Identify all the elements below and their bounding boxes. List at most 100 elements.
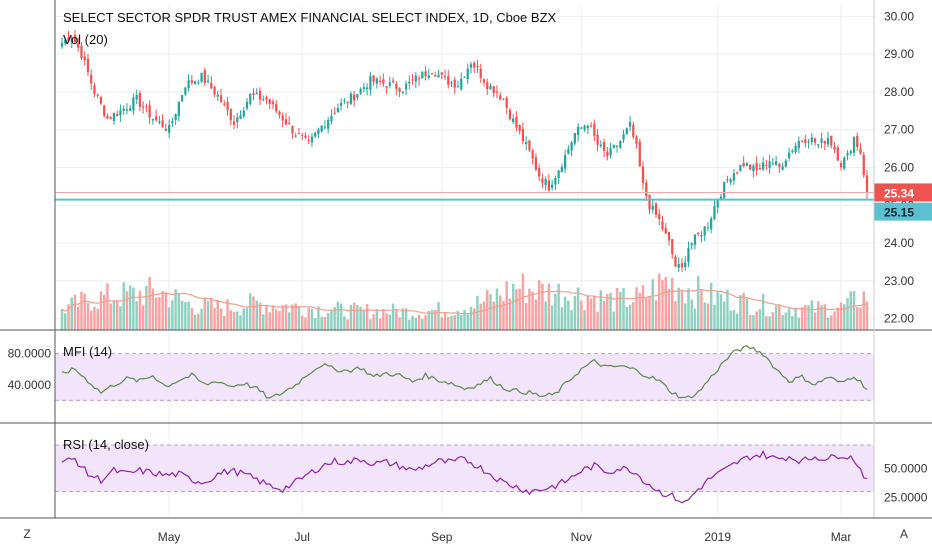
candle-body bbox=[291, 125, 294, 134]
candle-body bbox=[216, 94, 219, 97]
zoom-button[interactable]: Z bbox=[23, 527, 31, 541]
candle-body bbox=[424, 71, 427, 77]
candle-body bbox=[752, 165, 755, 172]
candle-body bbox=[372, 75, 375, 82]
volume-bar bbox=[781, 315, 784, 330]
candle-body bbox=[563, 155, 567, 169]
volume-bar bbox=[372, 314, 375, 330]
candle-body bbox=[599, 144, 602, 147]
volume-bar bbox=[265, 305, 268, 330]
volume-bar bbox=[395, 309, 398, 330]
volume-bar bbox=[495, 288, 499, 330]
candle-body bbox=[304, 135, 307, 138]
candle-body bbox=[518, 125, 521, 132]
candle-body bbox=[80, 45, 83, 59]
volume-bar bbox=[135, 301, 138, 330]
volume-bar bbox=[683, 303, 687, 330]
volume-bar bbox=[60, 309, 64, 330]
candle-body bbox=[813, 138, 817, 143]
volume-bar bbox=[778, 304, 781, 330]
volume-bar bbox=[346, 319, 349, 330]
candle-body bbox=[187, 80, 190, 89]
candle-body bbox=[430, 73, 434, 75]
price-tick-label: 24.00 bbox=[884, 236, 914, 250]
candle-body bbox=[142, 106, 145, 108]
candle-body bbox=[622, 134, 625, 140]
volume-bar bbox=[317, 306, 320, 330]
volume-bar bbox=[200, 308, 203, 330]
candle-body bbox=[797, 140, 800, 149]
volume-bar bbox=[813, 312, 817, 330]
volume-bar bbox=[787, 308, 791, 330]
mfi-legend: MFI (14) bbox=[63, 344, 113, 359]
candle-body bbox=[456, 86, 460, 88]
volume-bar bbox=[531, 292, 534, 330]
candle-body bbox=[570, 142, 573, 151]
candle-body bbox=[116, 113, 119, 116]
candle-body bbox=[77, 42, 80, 48]
candle-body bbox=[200, 72, 203, 82]
volume-bar bbox=[576, 287, 580, 330]
candle-body bbox=[551, 184, 554, 188]
volume-bar bbox=[343, 316, 346, 330]
candle-body bbox=[745, 163, 749, 166]
candle-body bbox=[190, 80, 193, 83]
candle-body bbox=[223, 103, 226, 105]
candle-body bbox=[723, 182, 726, 199]
volume-bar bbox=[385, 313, 388, 330]
candle-body bbox=[499, 95, 502, 100]
volume-bar bbox=[197, 313, 200, 330]
volume-bar bbox=[651, 279, 654, 330]
volume-bar bbox=[473, 308, 476, 330]
volume-bar bbox=[580, 300, 583, 330]
volume-bar bbox=[774, 305, 778, 330]
volume-bar bbox=[437, 302, 440, 330]
volume-bar bbox=[469, 306, 473, 330]
volume-bar bbox=[67, 304, 70, 330]
volume-bar bbox=[174, 289, 177, 330]
candle-body bbox=[391, 80, 395, 83]
candle-body bbox=[249, 93, 252, 104]
auto-scale-button[interactable]: A bbox=[899, 527, 908, 541]
volume-bar bbox=[524, 302, 528, 330]
candle-body bbox=[365, 87, 369, 89]
candle-body bbox=[197, 82, 200, 84]
candle-body bbox=[158, 121, 161, 123]
volume-bar bbox=[745, 298, 749, 330]
volume-bar bbox=[275, 309, 278, 330]
volume-bar bbox=[823, 304, 827, 330]
candle-body bbox=[320, 125, 323, 132]
volume-bar bbox=[671, 277, 674, 330]
time-tick-label: Mar bbox=[831, 530, 852, 544]
mfi-line bbox=[61, 345, 868, 399]
volume-bar bbox=[76, 306, 80, 330]
volume-bar bbox=[297, 307, 301, 330]
volume-bar bbox=[755, 311, 758, 330]
volume-bar bbox=[421, 318, 424, 330]
volume-bar bbox=[856, 307, 859, 330]
volume-bar bbox=[645, 296, 648, 330]
candle-body bbox=[385, 86, 388, 88]
candle-body bbox=[680, 263, 684, 268]
candle-body bbox=[447, 76, 450, 85]
volume-bar bbox=[797, 317, 801, 330]
candle-body bbox=[645, 182, 648, 197]
volume-bar bbox=[239, 315, 242, 330]
candle-body bbox=[534, 157, 538, 170]
candle-body bbox=[749, 165, 752, 170]
candle-body bbox=[774, 161, 778, 166]
volume-bar bbox=[138, 290, 142, 330]
volume-bar bbox=[190, 308, 194, 330]
candle-body bbox=[135, 95, 138, 100]
price-tick-label: 28.00 bbox=[884, 85, 914, 99]
volume-bar bbox=[846, 298, 849, 330]
price-tick-label: 22.00 bbox=[884, 312, 914, 326]
volume-bar bbox=[460, 314, 463, 330]
candle-body bbox=[106, 115, 109, 119]
candle-body bbox=[781, 166, 784, 170]
volume-bar bbox=[602, 300, 606, 330]
candle-body bbox=[742, 162, 745, 167]
volume-bar bbox=[748, 314, 752, 330]
